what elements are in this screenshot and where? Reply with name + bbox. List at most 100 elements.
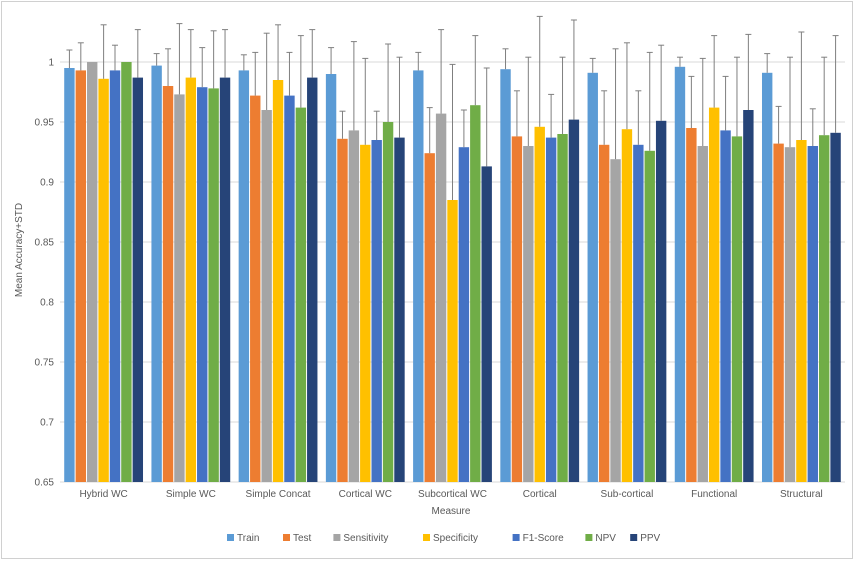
legend-item-ppv: PPV — [630, 533, 661, 544]
bar-sensitivity — [610, 159, 621, 482]
x-tick-label: Cortical WC — [339, 489, 392, 500]
bar-sensitivity — [435, 113, 447, 482]
bar-sensitivity — [174, 94, 185, 483]
legend-item-specificity: Specificity — [423, 533, 478, 544]
legend-item-test: Test — [283, 533, 312, 544]
bar-ppv — [307, 77, 318, 482]
x-axis-ticks: Hybrid WC Simple WC Simple Concat Cortical … — [79, 489, 822, 500]
bar-specificity — [534, 126, 545, 483]
y-tick-label: 0.75 — [35, 358, 55, 369]
legend-swatch — [227, 534, 234, 541]
bar-f1-score — [807, 146, 818, 482]
legend-item-f1-score: F1-Score — [512, 533, 565, 544]
error-bars — [66, 15, 839, 200]
bar-test — [686, 128, 697, 482]
bar-test — [511, 136, 523, 482]
bar-f1-score — [371, 140, 382, 482]
bar-sensitivity — [523, 146, 534, 482]
bar-test — [75, 70, 87, 483]
bar-train — [587, 72, 598, 483]
legend-swatch — [423, 534, 430, 541]
x-tick-label: Hybrid WC — [79, 489, 127, 500]
bar-npv — [818, 135, 830, 482]
legend-swatch — [283, 534, 290, 541]
bar-ppv — [132, 77, 144, 482]
bar-train — [500, 69, 511, 482]
bar-test — [424, 153, 435, 482]
bar-f1-score — [633, 144, 644, 483]
y-tick-label: 1 — [48, 58, 54, 69]
y-tick-label: 0.8 — [40, 298, 54, 309]
bar-npv — [644, 150, 655, 483]
x-tick-label: Cortical — [523, 489, 557, 500]
x-tick-label: Simple WC — [166, 489, 216, 500]
legend-swatch — [630, 534, 638, 541]
legend-label: NPV — [595, 533, 616, 544]
legend-swatch — [512, 534, 520, 541]
legend-item-sensitivity: Sensitivity — [333, 533, 388, 544]
legend-label: F1-Score — [523, 533, 565, 544]
bar-specificity — [447, 200, 458, 482]
bar-ppv — [219, 77, 231, 482]
bar-ppv — [830, 132, 841, 483]
bar-sensitivity — [87, 62, 98, 482]
bar-npv — [557, 134, 568, 482]
bar-npv — [295, 107, 307, 482]
bar-test — [337, 138, 348, 483]
bar-train — [64, 68, 75, 482]
bar-train — [761, 72, 773, 483]
legend-label: PPV — [640, 533, 660, 544]
bar-test — [598, 144, 610, 483]
bar-f1-score — [109, 70, 121, 483]
legend-label: Sensitivity — [343, 533, 388, 544]
bar-f1-score — [197, 87, 208, 482]
bar-f1-score — [545, 137, 557, 482]
bar-sensitivity — [784, 147, 796, 482]
bar-ppv — [743, 110, 754, 482]
bar-specificity — [185, 77, 197, 482]
bar-ppv — [568, 119, 580, 482]
y-tick-label: 0.7 — [40, 418, 54, 429]
x-axis-title: Measure — [432, 506, 471, 517]
legend: Train Test Sensitivity Specificity F1-Score N… — [227, 533, 661, 544]
bar-specificity — [708, 107, 720, 482]
x-tick-label: Functional — [691, 489, 737, 500]
bar-sensitivity — [261, 110, 272, 482]
bar-sensitivity — [697, 146, 708, 482]
bar-f1-score — [720, 130, 731, 482]
y-tick-label: 0.85 — [35, 238, 55, 249]
bar-specificity — [98, 78, 109, 483]
bar-npv — [470, 105, 481, 482]
bar-sensitivity — [348, 130, 360, 482]
bar-specificity — [621, 129, 633, 482]
bar-train — [151, 65, 162, 482]
legend-label: Specificity — [433, 533, 478, 544]
legend-swatch — [333, 534, 341, 541]
bar-train — [325, 74, 337, 482]
bar-test — [773, 143, 784, 482]
legend-label: Train — [237, 533, 259, 544]
bar-ppv — [394, 137, 405, 482]
bar-test — [162, 86, 174, 482]
bar-test — [250, 95, 261, 482]
x-tick-label: Structural — [780, 489, 823, 500]
bar-ppv — [655, 120, 667, 483]
y-tick-label: 0.9 — [40, 178, 54, 189]
legend-swatch — [585, 534, 593, 541]
x-tick-label: Simple Concat — [246, 489, 311, 500]
bar-specificity — [272, 80, 284, 482]
bar-npv — [121, 62, 132, 482]
y-axis-ticks: 0.65 0.7 0.75 0.8 0.85 0.9 0.95 1 — [35, 58, 55, 489]
bar-train — [674, 66, 686, 483]
y-tick-label: 0.95 — [35, 118, 55, 129]
bar-train — [413, 70, 424, 483]
bar-train — [238, 70, 250, 483]
legend-item-npv: NPV — [585, 533, 616, 544]
bar-ppv — [481, 166, 492, 482]
bar-f1-score — [284, 95, 295, 482]
x-tick-label: Sub-cortical — [601, 489, 654, 500]
y-axis-title: Mean Accuracy+STD — [14, 203, 25, 297]
legend-label: Test — [293, 533, 312, 544]
bar-specificity — [360, 144, 371, 483]
